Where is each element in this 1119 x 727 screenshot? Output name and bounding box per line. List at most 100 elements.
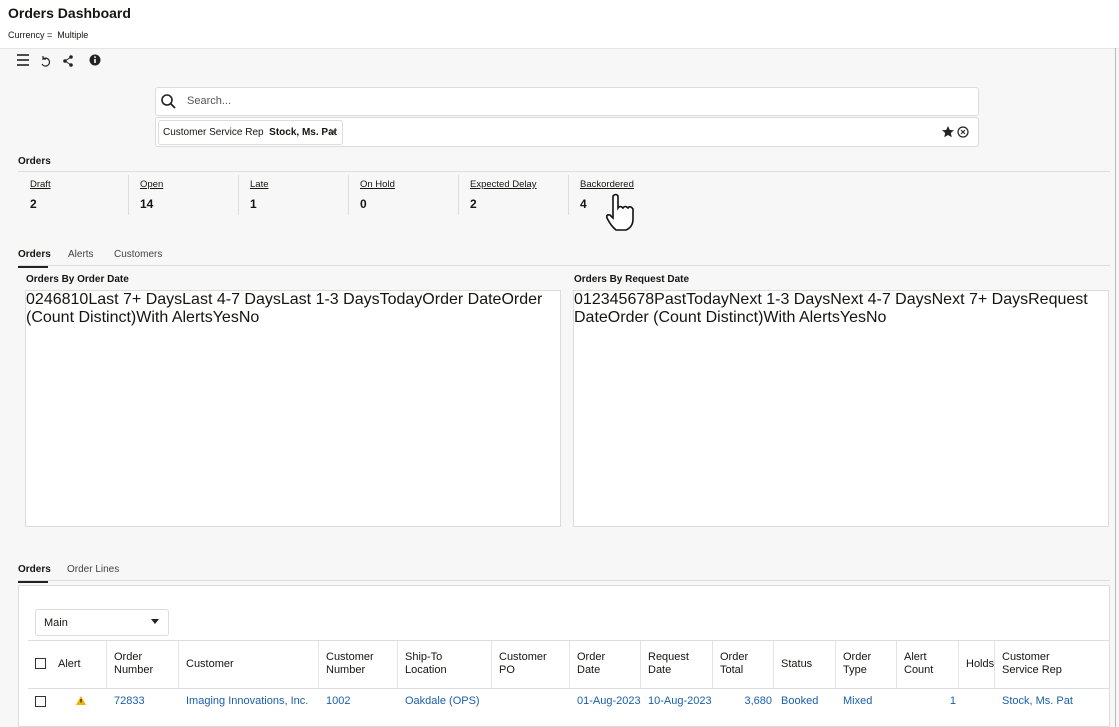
select-all-checkbox[interactable] xyxy=(35,658,46,669)
metric-link[interactable]: Backordered xyxy=(580,179,634,190)
tab[interactable]: Orders xyxy=(18,249,51,260)
legend-title: With Alerts xyxy=(136,309,213,326)
hand-cursor xyxy=(606,193,634,231)
x-tick-label: Today xyxy=(379,291,423,308)
header-bar xyxy=(0,0,1119,49)
column-divider xyxy=(994,641,995,688)
y-tick-label: 8 xyxy=(645,291,655,308)
legend-label: No xyxy=(865,309,887,326)
filter-actions[interactable] xyxy=(941,125,971,139)
x-tick-label: Next 4-7 Days xyxy=(830,291,932,308)
info-icon[interactable] xyxy=(89,54,101,66)
y-tick-label: 1 xyxy=(582,291,592,308)
column-header[interactable]: Customer PO xyxy=(499,651,547,676)
y-tick-label: 4 xyxy=(43,291,53,308)
table-cell: 1002 xyxy=(326,695,351,707)
y-tick-label: 2 xyxy=(34,291,44,308)
x-tick-label: Last 4-7 Days xyxy=(182,291,281,308)
y-tick-label: 2 xyxy=(591,291,601,308)
column-divider xyxy=(491,641,492,688)
x-tick-label: Last 7+ Days xyxy=(88,291,183,308)
column-divider xyxy=(397,641,398,688)
column-header[interactable]: Alert xyxy=(58,657,81,670)
search-placeholder: Search... xyxy=(187,95,232,107)
page-title: Orders Dashboard xyxy=(8,5,131,21)
table-cell: 3,680 xyxy=(744,695,772,707)
tab-underline xyxy=(18,581,48,583)
x-tick-label: Next 1-3 Days xyxy=(728,291,831,308)
column-header[interactable]: Alert Count xyxy=(904,651,934,676)
metric-link[interactable]: Open xyxy=(140,179,164,190)
column-header[interactable]: Ship-To Location xyxy=(405,651,447,676)
legend-title: With Alerts xyxy=(763,309,840,326)
table-cell[interactable]: Imaging Innovations, Inc. xyxy=(186,695,309,707)
x-tick-label: Today xyxy=(686,291,729,308)
divider xyxy=(18,265,1110,266)
column-header[interactable]: Status xyxy=(781,657,813,670)
metric-value: 2 xyxy=(30,197,37,211)
x-axis-label: Request Date xyxy=(574,291,1088,326)
tab[interactable]: Alerts xyxy=(68,249,94,260)
y-tick-label: 0 xyxy=(574,291,583,308)
table-cell: Mixed xyxy=(843,695,873,707)
table-cell: Stock, Ms. Pat xyxy=(1002,695,1073,707)
metric-value: 4 xyxy=(580,197,587,211)
orders-summary-title: Orders xyxy=(18,156,51,167)
chart: 012345678PastTodayNext 1-3 DaysNext 4-7 … xyxy=(574,291,1088,326)
column-header[interactable]: Holds xyxy=(966,657,995,670)
column-divider xyxy=(178,641,179,688)
search-box[interactable] xyxy=(155,87,979,116)
view-select-value: Main xyxy=(44,617,68,629)
remove-filter[interactable] xyxy=(328,127,338,137)
metric-value: 2 xyxy=(470,197,477,211)
share-icon[interactable] xyxy=(63,55,73,67)
y-axis-label: Order (Count Distinct) xyxy=(26,291,543,326)
y-tick-label: 7 xyxy=(636,291,646,308)
chart-title: Orders By Request Date xyxy=(574,274,690,285)
menu-icon[interactable] xyxy=(17,54,29,66)
chart-panel: 0246810Last 7+ DaysLast 4-7 DaysLast 1-3… xyxy=(25,290,561,527)
tab[interactable]: Customers xyxy=(114,249,163,260)
column-divider xyxy=(640,641,641,688)
filter-chip[interactable]: Customer Service Rep Stock, Ms. Pat xyxy=(158,120,343,145)
column-header[interactable]: Order Date xyxy=(577,651,606,676)
metric-value: 1 xyxy=(250,197,257,211)
metric-link[interactable]: Draft xyxy=(30,179,51,190)
chart: 0246810Last 7+ DaysLast 4-7 DaysLast 1-3… xyxy=(26,291,542,326)
metric-link[interactable]: Late xyxy=(250,179,269,190)
column-divider xyxy=(106,641,107,688)
y-tick-label: 6 xyxy=(627,291,637,308)
metric-divider xyxy=(128,175,129,215)
x-axis-label: Order Date xyxy=(422,291,502,308)
y-tick-label: 10 xyxy=(70,291,89,308)
table-cell: 10-Aug-2023 xyxy=(648,695,712,707)
column-header[interactable]: Order Number xyxy=(114,651,154,676)
table-cell[interactable]: 72833 xyxy=(114,695,145,707)
column-header[interactable]: Order Type xyxy=(843,651,872,676)
y-tick-label: 4 xyxy=(609,291,619,308)
metric-link[interactable]: Expected Delay xyxy=(470,179,537,190)
currency-value: Multiple xyxy=(57,30,89,40)
column-divider xyxy=(958,641,959,688)
view-select[interactable]: Main xyxy=(35,609,169,636)
y-tick-label: 6 xyxy=(52,291,62,308)
tab[interactable]: Order Lines xyxy=(67,564,120,575)
table-rule xyxy=(28,688,1110,689)
metric-link[interactable]: On Hold xyxy=(360,179,395,190)
search-icon xyxy=(161,94,176,109)
column-header[interactable]: Request Date xyxy=(648,651,689,676)
metric-divider xyxy=(458,175,459,215)
table-cell: 01-Aug-2023 xyxy=(577,695,641,707)
chart-panel: 012345678PastTodayNext 1-3 DaysNext 4-7 … xyxy=(573,290,1109,527)
tab[interactable]: Orders xyxy=(18,564,51,575)
undo-icon[interactable] xyxy=(41,56,51,67)
column-divider xyxy=(896,641,897,688)
column-header[interactable]: Order Total xyxy=(720,651,749,676)
column-header[interactable]: Customer Number xyxy=(326,651,374,676)
table-cell: 1 xyxy=(949,695,956,707)
table-rule xyxy=(28,640,1110,641)
column-header[interactable]: Customer xyxy=(186,657,234,670)
row-checkbox[interactable] xyxy=(35,696,46,707)
column-header[interactable]: Customer Service Rep xyxy=(1002,651,1062,676)
